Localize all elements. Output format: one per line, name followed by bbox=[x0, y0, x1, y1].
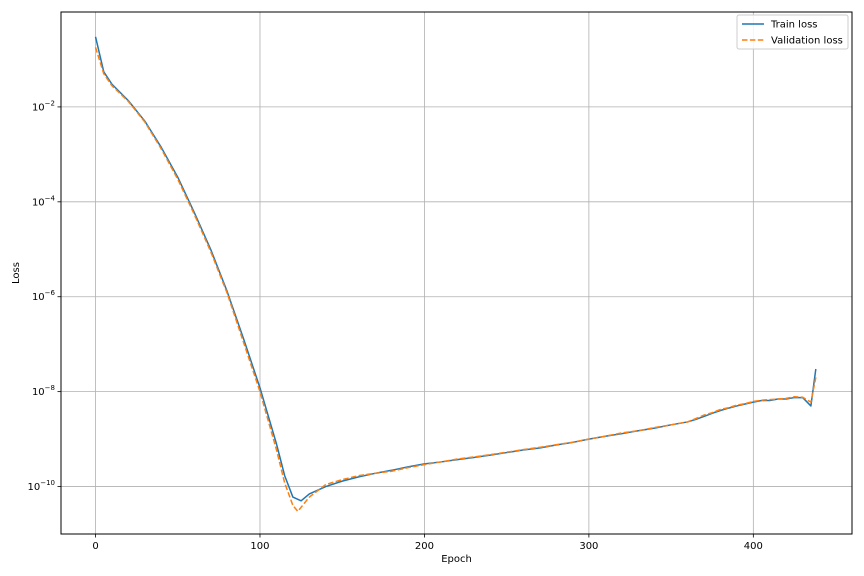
legend-label-train: Train loss bbox=[770, 20, 818, 31]
x-axis-label: Epoch bbox=[441, 554, 472, 565]
train-loss-line bbox=[94, 36, 817, 502]
y-tick-label: 10−10 bbox=[27, 479, 55, 493]
y-axis-label: Loss bbox=[11, 262, 22, 284]
x-tick-label: 200 bbox=[415, 541, 434, 552]
x-axis-ticks: 0 100 200 300 400 bbox=[92, 534, 763, 552]
y-tick-label: 10−8 bbox=[32, 384, 55, 398]
legend-box bbox=[736, 14, 849, 50]
y-tick-label: 10−6 bbox=[32, 289, 56, 303]
grid-lines bbox=[61, 12, 852, 534]
series-lines bbox=[94, 36, 817, 513]
y-tick-label: 10−4 bbox=[32, 194, 56, 208]
x-tick-label: 300 bbox=[579, 541, 598, 552]
x-tick-label: 400 bbox=[744, 541, 763, 552]
legend: Train loss Validation loss bbox=[736, 14, 849, 50]
y-tick-label: 10−2 bbox=[32, 99, 55, 113]
x-tick-label: 0 bbox=[92, 541, 98, 552]
legend-label-validation: Validation loss bbox=[771, 36, 843, 47]
plot-frame bbox=[60, 11, 853, 535]
y-axis-ticks: 10−2 10−4 10−6 10−8 10−10 bbox=[27, 99, 61, 493]
x-tick-label: 100 bbox=[250, 541, 269, 552]
validation-loss-line bbox=[94, 47, 817, 513]
